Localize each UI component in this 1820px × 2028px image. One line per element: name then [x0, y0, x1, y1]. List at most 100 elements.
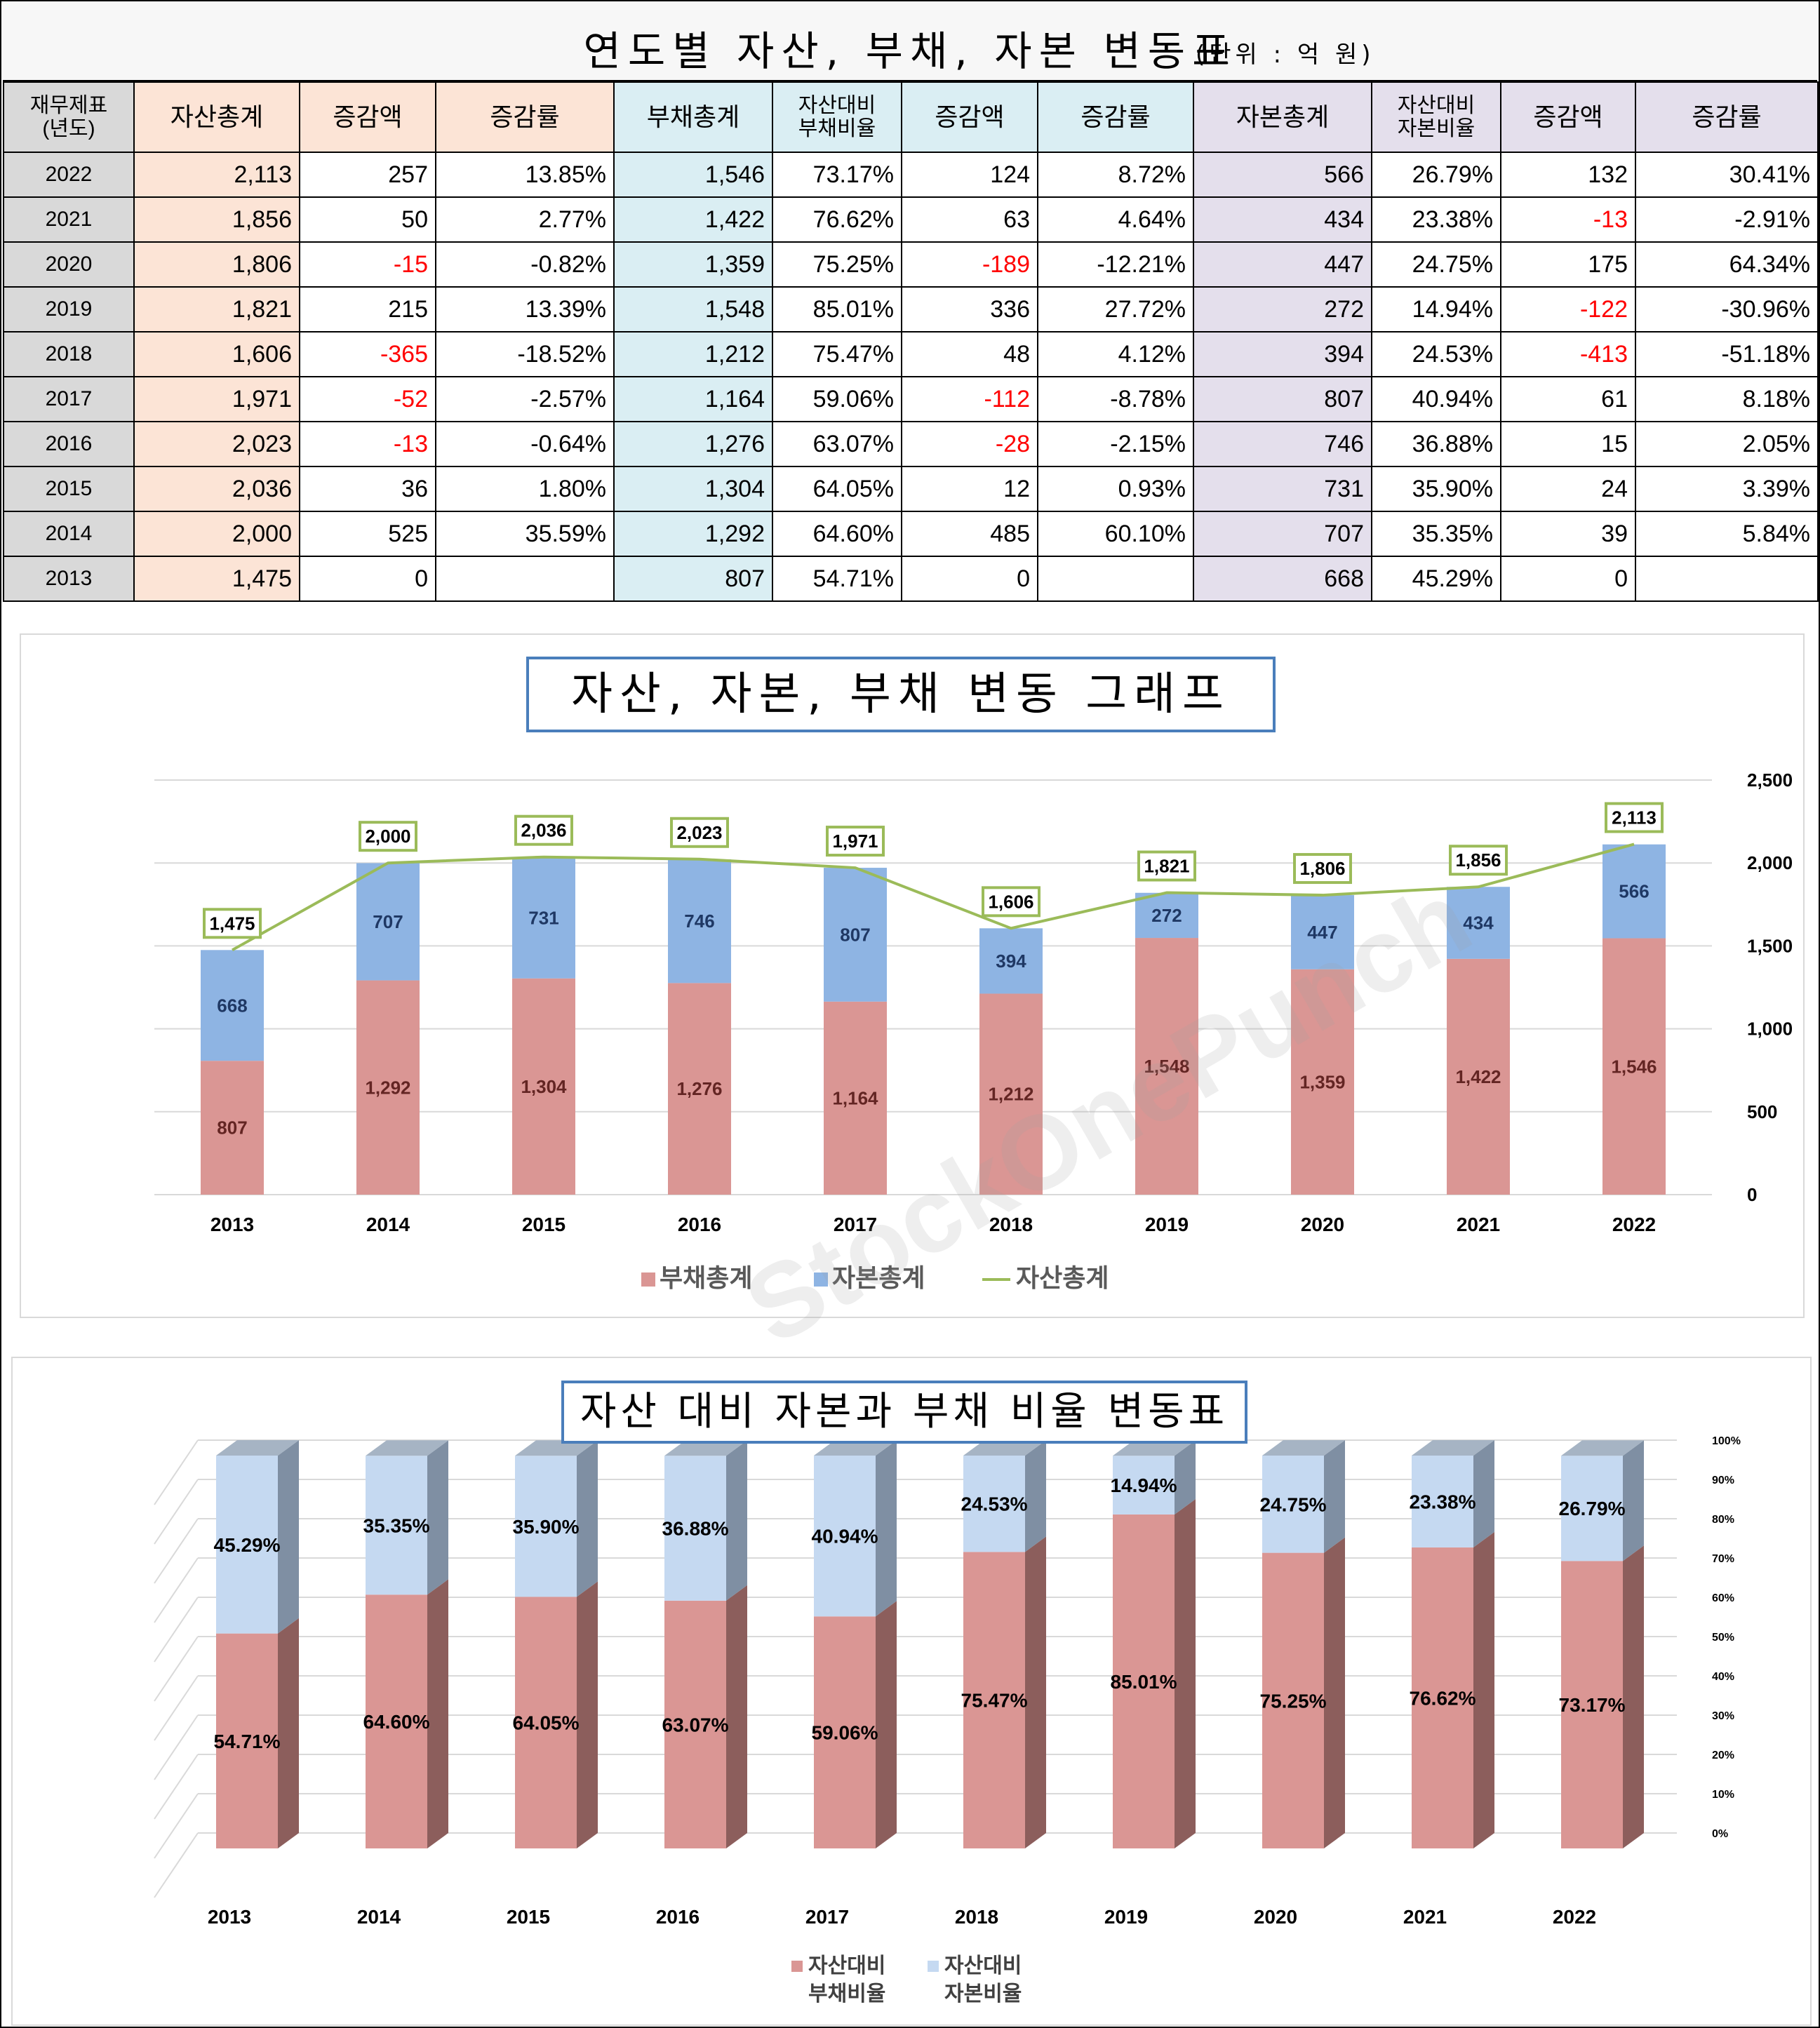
table-cell: 64.60%	[772, 511, 902, 557]
table-cell: 272	[1193, 286, 1372, 333]
chart2-legend-equity-swatch	[928, 1961, 939, 1972]
chart1-asset-label: 2,036	[521, 820, 566, 841]
table-year-cell: 2016	[3, 421, 135, 467]
table-cell: 2,023	[133, 421, 300, 467]
chart1-label-equity: 668	[217, 995, 247, 1016]
table-cell: 2,000	[133, 511, 300, 557]
chart2-label-liability: 63.07%	[662, 1714, 729, 1735]
table-cell: 434	[1193, 196, 1372, 243]
chart2-bar-top	[1561, 1440, 1644, 1456]
table-cell: 1.80%	[435, 466, 615, 512]
chart1-asset-label-box	[982, 886, 1041, 918]
chart2-bar-equity	[1412, 1456, 1473, 1547]
chart1-asset-label: 1,606	[988, 891, 1033, 912]
table-cell: 394	[1193, 331, 1372, 377]
table-cell: 132	[1500, 152, 1636, 198]
table-cell: 0.93%	[1037, 466, 1194, 512]
chart2-ytick: 30%	[1712, 1710, 1734, 1722]
chart1-ytick: 0	[1747, 1184, 1757, 1205]
chart1-bar-liability	[979, 993, 1043, 1195]
chart2-bar-liability	[1412, 1547, 1473, 1848]
chart1-bar-equity	[1291, 895, 1354, 969]
table-cell: 1,422	[613, 196, 773, 243]
table-cell: 566	[1193, 152, 1372, 198]
chart1-label-equity: 272	[1151, 905, 1182, 926]
table-header-cell: 재무제표 (년도)	[3, 81, 135, 153]
chart2-label-equity: 24.53%	[961, 1493, 1028, 1515]
table-cell: 1,606	[133, 331, 300, 377]
chart2-ytick: 100%	[1712, 1435, 1741, 1447]
table-cell: 525	[299, 511, 436, 557]
chart2-gridline-slant	[154, 1714, 199, 1780]
chart1-asset-label: 1,971	[832, 831, 878, 852]
chart1-xtick: 2013	[210, 1214, 254, 1235]
table-cell: 8.72%	[1037, 152, 1194, 198]
chart1-bar-liability	[1602, 938, 1666, 1195]
chart1-bar-equity	[1602, 844, 1666, 939]
chart1-bar-equity	[824, 868, 887, 1002]
chart2-bar-equity	[1561, 1456, 1623, 1562]
chart2-bar-equity-side	[427, 1440, 448, 1595]
chart1-asset-label-box	[359, 821, 417, 852]
table-cell: 1,971	[133, 376, 300, 422]
chart2-bar-equity-side	[876, 1440, 897, 1617]
table-cell: -52	[299, 376, 436, 422]
chart2-xtick: 2015	[507, 1906, 550, 1928]
table-cell: 24	[1500, 466, 1636, 512]
table-cell: 40.94%	[1371, 376, 1501, 422]
table-cell: -13	[299, 421, 436, 467]
chart2-xtick: 2018	[955, 1906, 998, 1928]
table-cell: 807	[1193, 376, 1372, 422]
chart2-bar-liability-side	[1324, 1537, 1345, 1848]
table-cell: -8.78%	[1037, 376, 1194, 422]
chart2-bar-top	[216, 1440, 299, 1456]
chart1-label-equity: 566	[1619, 881, 1649, 902]
chart1-bar-equity	[979, 928, 1043, 994]
table-header-cell: 자산대비 자본비율	[1371, 81, 1501, 153]
chart2-xtick: 2014	[357, 1906, 401, 1928]
chart1-xtick: 2016	[678, 1214, 721, 1235]
table-cell: 76.62%	[772, 196, 902, 243]
chart2-gridline-slant	[154, 1439, 199, 1505]
table-cell: 2,113	[133, 152, 300, 198]
table-year-cell: 2014	[3, 511, 135, 557]
table-cell: 63	[901, 196, 1038, 243]
table-cell: 23.38%	[1371, 196, 1501, 243]
table-cell: 27.72%	[1037, 286, 1194, 333]
chart2-xtick: 2020	[1254, 1906, 1297, 1928]
chart1-xtick: 2017	[834, 1214, 877, 1235]
chart2-bar-liability-side	[876, 1601, 897, 1848]
table-body: 2022 2,113 257 13.85% 1,546 73.17% 124 8.72% 566…	[3, 152, 1819, 602]
chart1-label-liability: 1,548	[1144, 1056, 1189, 1077]
chart2-label-equity: 23.38%	[1410, 1491, 1476, 1512]
table-cell: -122	[1500, 286, 1636, 333]
chart2-legend-liability: 자산대비 부채비율	[808, 1954, 885, 2006]
chart2-ytick: 60%	[1712, 1592, 1734, 1604]
table-cell: 3.39%	[1635, 466, 1819, 512]
chart2-gridline-slant	[154, 1518, 199, 1584]
table-cell: -413	[1500, 331, 1636, 377]
table-row: 2021 1,856 50 2.77% 1,422 76.62% 63 4.64% 434 23.…	[3, 196, 1819, 243]
chart1-legend-liability-swatch	[641, 1272, 655, 1287]
chart1-label-liability: 1,164	[832, 1087, 878, 1108]
chart2-gridline-slant	[154, 1832, 199, 1898]
chart1-label-liability: 1,546	[1611, 1056, 1657, 1077]
chart1-xtick: 2021	[1457, 1214, 1500, 1235]
chart1-bar-liability	[201, 1061, 264, 1195]
table-row: 2013 1,475 0 807 54.71% 0 668 45.29% 0	[3, 556, 1819, 602]
table-cell: 807	[613, 556, 773, 602]
table-row: 2019 1,821 215 13.39% 1,548 85.01% 336 27.72% 27…	[3, 286, 1819, 333]
chart1-bar-liability	[1291, 969, 1354, 1195]
table-cell: 15	[1500, 421, 1636, 467]
table-cell: 4.12%	[1037, 331, 1194, 377]
chart1-asset-label: 1,806	[1299, 858, 1345, 879]
chart2-legend-liability-swatch	[791, 1961, 803, 1972]
table-header-cell: 증감액	[901, 81, 1038, 153]
table-cell: 1,548	[613, 286, 773, 333]
chart2-bar-liability	[366, 1594, 427, 1848]
table-cell: 0	[901, 556, 1038, 602]
chart2-label-liability: 85.01%	[1111, 1671, 1177, 1693]
chart2-bar-liability	[1262, 1552, 1324, 1848]
chart1-xtick: 2019	[1145, 1214, 1189, 1235]
